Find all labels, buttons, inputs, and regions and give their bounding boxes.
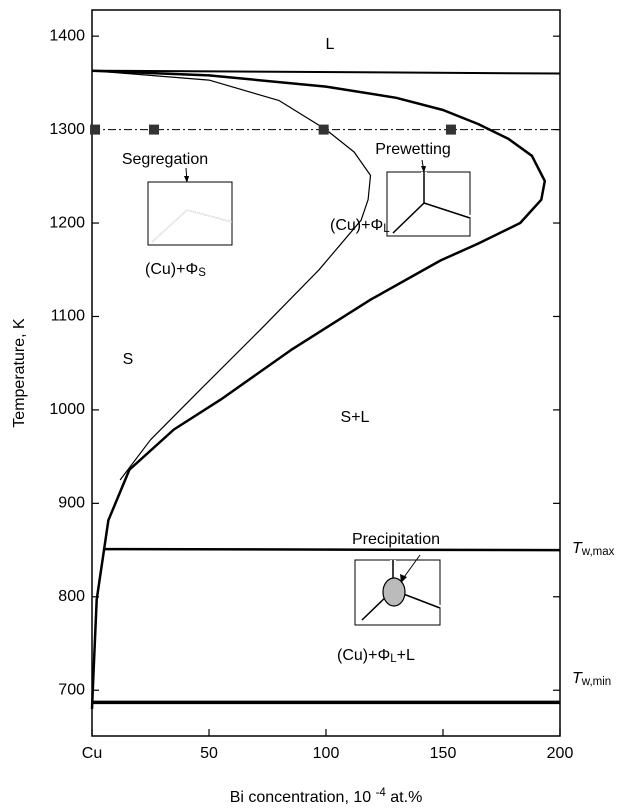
annotation: Precipitation — [352, 531, 440, 548]
annotation-part: S — [123, 351, 134, 368]
inset-segregation — [148, 168, 232, 245]
y-tick-label: 800 — [58, 588, 85, 605]
annotation-part: Precipitation — [352, 531, 440, 548]
inset-precipitation — [355, 555, 440, 625]
annotation-sub: w,max — [581, 546, 615, 558]
x-tick-label: 150 — [430, 745, 457, 762]
annotation-part: Prewetting — [375, 141, 451, 158]
y-tick-label: 1200 — [49, 214, 85, 231]
square-marker — [446, 125, 456, 135]
annotation: Prewetting — [375, 141, 451, 158]
annotation: Tw,min — [572, 670, 611, 688]
annotation-part: L — [326, 36, 335, 53]
y-tick-label: 700 — [58, 681, 85, 698]
annotation: (Cu)+ΦL+L — [337, 647, 415, 665]
annotation-part: (Cu)+Φ — [145, 261, 198, 278]
annotation-part: S+L — [341, 409, 370, 426]
annotation-part: (Cu)+Φ — [337, 647, 390, 664]
x-axis-label-part: at.% — [386, 789, 422, 806]
annotation-sub: L — [383, 223, 390, 235]
annotation: Segregation — [122, 151, 208, 168]
annotation: Tw,max — [572, 540, 615, 558]
y-tick-label: 1100 — [51, 308, 86, 325]
phase-boundary — [92, 71, 371, 480]
x-axis-label-part: Bi concentration, 10 — [230, 789, 376, 806]
inset-prewetting — [387, 160, 470, 236]
x-tick-label: Cu — [82, 745, 102, 762]
annotation: (Cu)+ΦL — [330, 217, 390, 235]
x-axis-label-sup: -4 — [376, 787, 387, 799]
x-tick-label: 50 — [200, 745, 218, 762]
annotation-sub: S — [198, 267, 206, 279]
annotation: (Cu)+ΦS — [145, 261, 206, 279]
chart: 700 800 900 1000 1100 1200 1300 1400 Cu 50 100 150 2… — [0, 0, 626, 810]
x-axis-label: Bi concentration, 10 -4 at.% — [230, 787, 423, 806]
y-tick-label: 1300 — [49, 121, 85, 138]
plot-frame — [92, 10, 560, 736]
y-axis-label: Temperature, K — [11, 318, 28, 428]
y-tick-label: 1400 — [49, 27, 85, 44]
y-tick-label: 900 — [58, 495, 85, 512]
phase-boundary — [104, 549, 560, 550]
x-tick-label: 200 — [547, 745, 574, 762]
annotation-part: +L — [397, 647, 415, 664]
square-marker — [90, 125, 100, 135]
x-tick-label: 100 — [313, 745, 340, 762]
square-marker — [149, 125, 159, 135]
annotation-sub: w,min — [581, 676, 611, 688]
annotation-part: (Cu)+Φ — [330, 217, 383, 234]
annotation: S+L — [341, 409, 370, 426]
annotation: L — [326, 36, 335, 53]
annotation: S — [123, 351, 134, 368]
square-marker — [319, 125, 329, 135]
y-tick-label: 1000 — [49, 401, 85, 418]
annotation-part: Segregation — [122, 151, 208, 168]
